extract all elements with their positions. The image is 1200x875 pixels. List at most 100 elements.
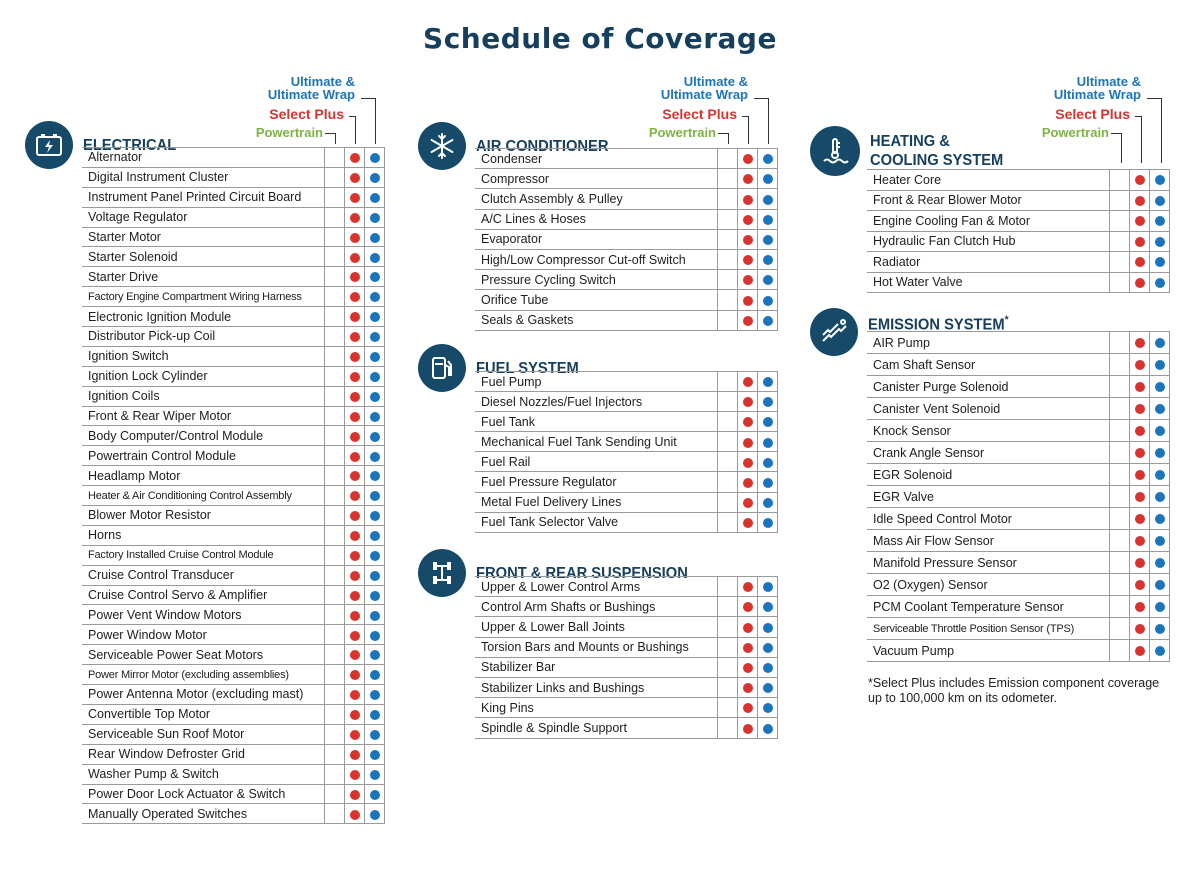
select-plus-cell [344, 266, 365, 288]
ultimate-dot [369, 630, 380, 641]
ultimate-cell [364, 386, 385, 407]
coverage-legend: Ultimate & Ultimate Wrap Select Plus Pow… [240, 74, 400, 144]
table-row: Voltage Regulator [82, 207, 385, 228]
component-name: AIR Pump [867, 331, 1110, 354]
select-plus-cell [1129, 231, 1150, 252]
select-plus-dot [742, 377, 753, 388]
select-plus-cell [344, 187, 365, 208]
select-plus-cell [344, 505, 365, 526]
powertrain-cell [717, 289, 738, 311]
select-plus-cell [737, 657, 758, 678]
ultimate-cell [364, 147, 385, 168]
emission-footnote: *Select Plus includes Emission component… [868, 676, 1160, 705]
select-plus-dot [742, 683, 753, 694]
table-row: Canister Purge Solenoid [867, 375, 1170, 398]
powertrain-cell [717, 370, 738, 393]
table-row: Cruise Control Transducer [82, 565, 385, 586]
ultimate-dot [762, 255, 773, 266]
table-row: Fuel Tank [475, 411, 778, 433]
select-plus-dot [349, 511, 360, 522]
select-plus-dot [1134, 338, 1145, 349]
ultimate-dot [369, 252, 380, 263]
component-name: Condenser [475, 147, 718, 170]
ultimate-cell [364, 366, 385, 387]
table-row: Rear Window Defroster Grid [82, 744, 385, 765]
ultimate-cell [364, 306, 385, 328]
ultimate-cell [757, 147, 778, 170]
table-row: Evaporator [475, 229, 778, 250]
select-plus-dot [349, 610, 360, 621]
ultimate-cell [364, 485, 385, 507]
select-plus-cell [344, 406, 365, 427]
ultimate-dot [369, 809, 380, 820]
component-name: Serviceable Power Seat Motors [82, 644, 325, 666]
select-plus-cell [344, 684, 365, 705]
powertrain-cell [717, 616, 738, 638]
powertrain-cell [1109, 617, 1130, 640]
component-name: Manifold Pressure Sensor [867, 551, 1110, 574]
coverage-table-emission: AIR Pump Cam Shaft Sensor Canister Purge S… [867, 331, 1170, 662]
ultimate-dot [762, 194, 773, 205]
powertrain-cell [1109, 463, 1130, 486]
table-row: Power Window Motor [82, 624, 385, 646]
table-row: Hydraulic Fan Clutch Hub [867, 231, 1170, 252]
select-plus-dot [1134, 360, 1145, 371]
select-plus-dot [349, 809, 360, 820]
select-plus-dot [349, 192, 360, 203]
table-row: Mass Air Flow Sensor [867, 529, 1170, 552]
section-header-emission: EMISSION SYSTEM* [810, 308, 1021, 356]
select-plus-cell [344, 445, 365, 467]
ultimate-cell [1149, 353, 1170, 376]
component-name: Mechanical Fuel Tank Sending Unit [475, 431, 718, 453]
component-name: Cruise Control Transducer [82, 565, 325, 586]
table-row: Factory Engine Compartment Wiring Harnes… [82, 286, 385, 308]
select-plus-dot [1134, 492, 1145, 503]
ultimate-dot [369, 292, 380, 303]
powertrain-cell [324, 684, 345, 705]
component-name: Fuel Pump [475, 370, 718, 393]
ultimate-dot [369, 590, 380, 601]
select-plus-cell [737, 471, 758, 493]
select-plus-dot [349, 153, 360, 164]
ultimate-dot [369, 371, 380, 382]
table-row: Metal Fuel Delivery Lines [475, 492, 778, 513]
select-plus-cell [737, 411, 758, 433]
component-name: Diesel Nozzles/Fuel Injectors [475, 391, 718, 413]
select-plus-cell [344, 644, 365, 666]
select-plus-dot [742, 275, 753, 286]
select-plus-cell [737, 677, 758, 699]
component-name: EGR Valve [867, 485, 1110, 508]
component-name: Alternator [82, 147, 325, 168]
select-plus-cell [737, 616, 758, 638]
powertrain-cell [717, 657, 738, 678]
select-plus-cell [737, 451, 758, 473]
powertrain-cell [1109, 529, 1130, 552]
ultimate-cell [364, 167, 385, 188]
component-name: Starter Drive [82, 266, 325, 288]
powertrain-cell [1109, 485, 1130, 508]
select-plus-cell [1129, 210, 1150, 232]
ultimate-dot [369, 312, 380, 323]
select-plus-dot [349, 292, 360, 303]
ultimate-dot [369, 352, 380, 363]
ultimate-dot [1154, 404, 1165, 415]
ultimate-dot [762, 377, 773, 388]
select-plus-cell [737, 209, 758, 230]
table-row: Front & Rear Wiper Motor [82, 406, 385, 427]
ultimate-cell [757, 411, 778, 433]
powertrain-cell [324, 525, 345, 546]
powertrain-cell [324, 286, 345, 308]
ultimate-cell [757, 512, 778, 533]
component-name: Rear Window Defroster Grid [82, 744, 325, 765]
ultimate-cell [757, 229, 778, 250]
select-plus-cell [344, 465, 365, 487]
select-plus-dot [349, 690, 360, 701]
table-row: Fuel Pressure Regulator [475, 471, 778, 493]
component-name: Engine Cooling Fan & Motor [867, 210, 1110, 232]
component-name: High/Low Compressor Cut-off Switch [475, 249, 718, 271]
table-row: Clutch Assembly & Pulley [475, 188, 778, 210]
component-name: Blower Motor Resistor [82, 505, 325, 526]
select-plus-cell [344, 803, 365, 825]
ultimate-dot [369, 550, 380, 561]
table-row: High/Low Compressor Cut-off Switch [475, 249, 778, 271]
